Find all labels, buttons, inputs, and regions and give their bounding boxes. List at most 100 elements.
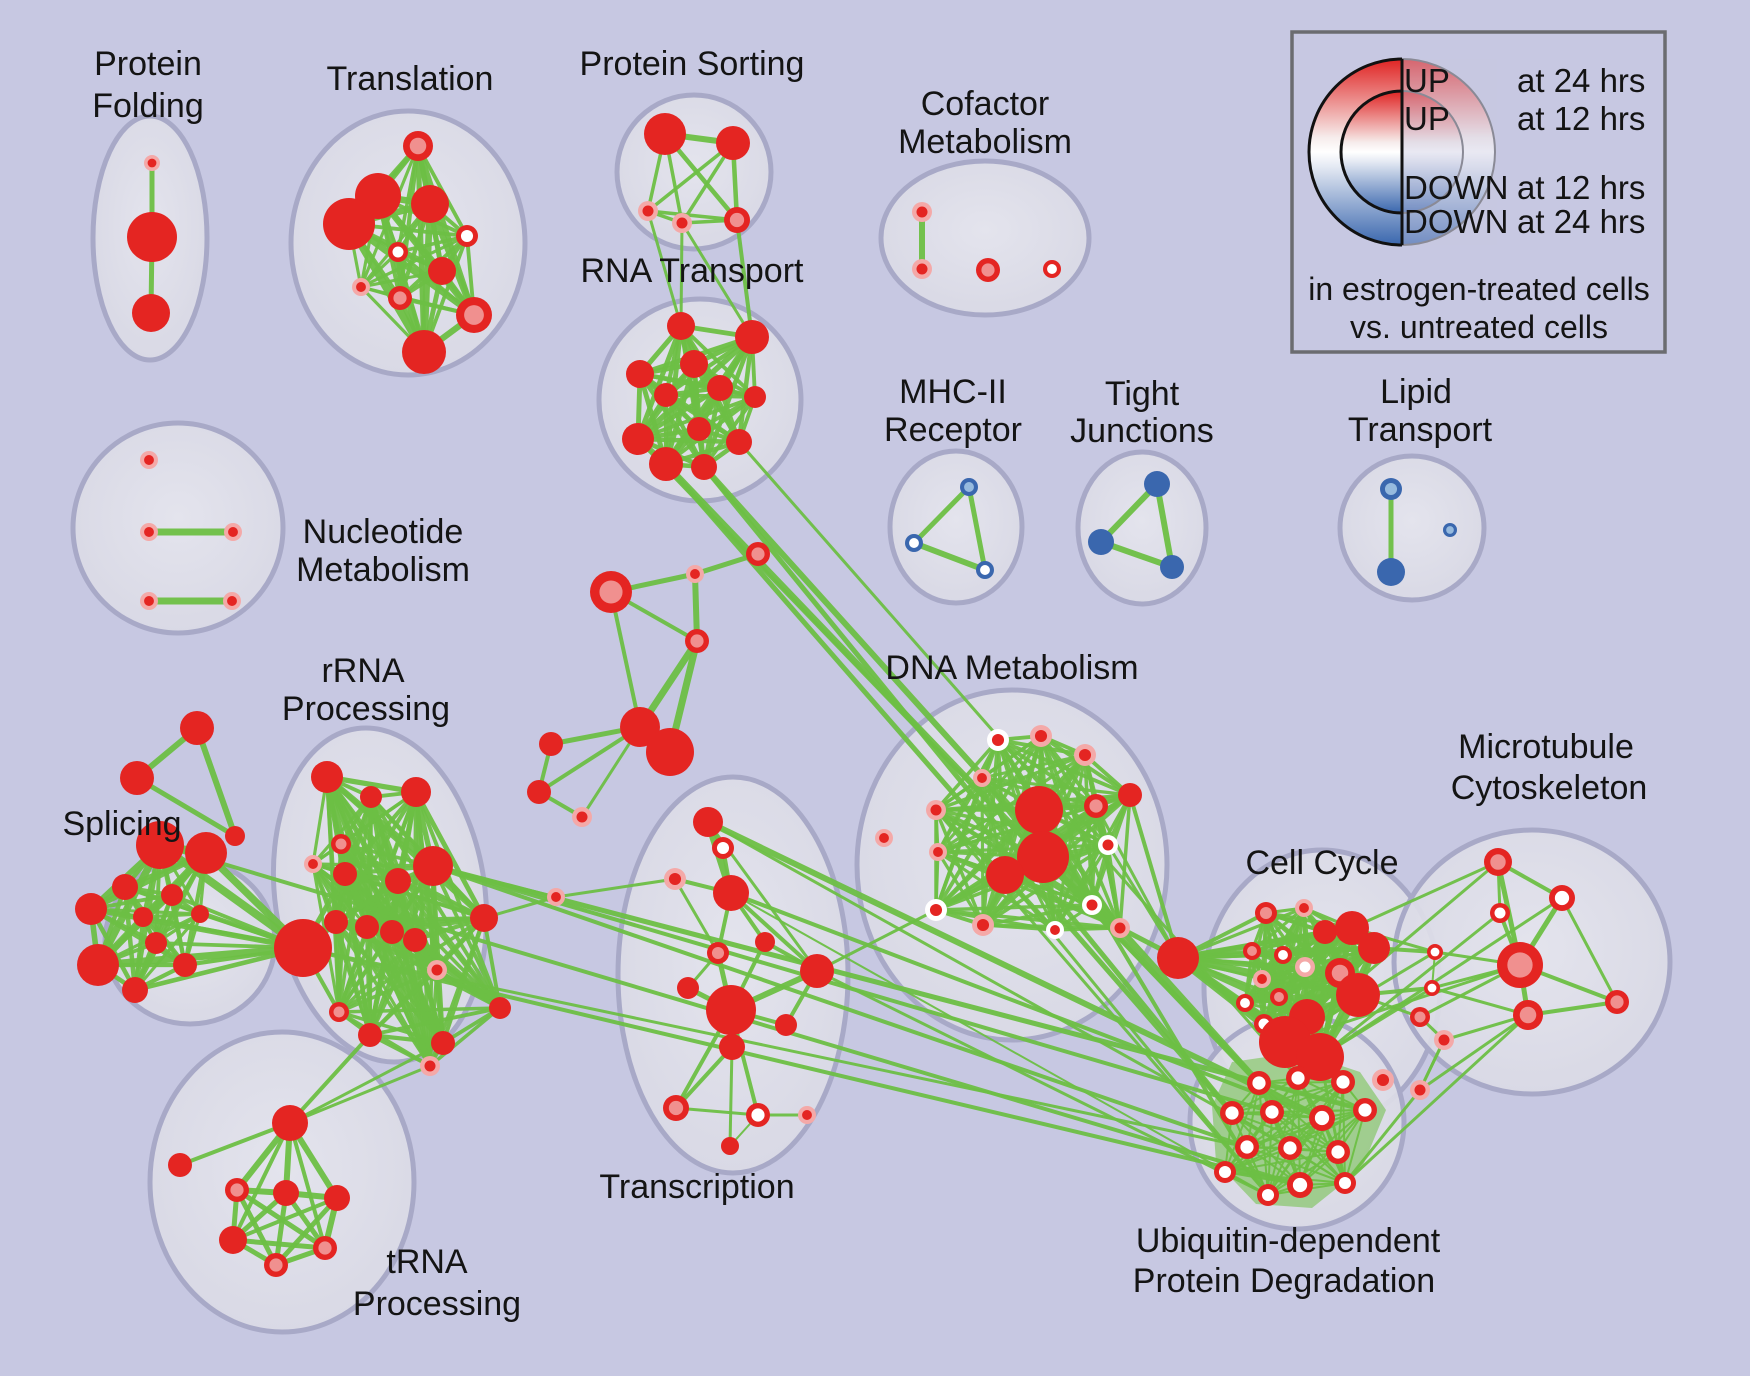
edge-cell-cycle [1243, 971, 1342, 1005]
edge-intercluster [1037, 808, 1270, 1197]
cluster-label-splicing: Splicing [62, 805, 181, 843]
node-rrna-processing [431, 1031, 455, 1055]
node-inner-core [392, 246, 404, 258]
node-connectors [180, 711, 214, 745]
cluster-label-protein-folding: Folding [92, 87, 204, 125]
cluster-label-mhc-ii-receptor: MHC-II [899, 373, 1007, 411]
edge-rrna-processing [414, 790, 502, 1010]
edge-cell-cycle [1250, 906, 1306, 953]
edge-mhc-ii-receptor [966, 484, 988, 573]
node-outer-ring [311, 761, 343, 793]
node-dna-metabolism [986, 856, 1024, 894]
node-inner-core [916, 206, 928, 218]
node-inner-core [1225, 1106, 1239, 1120]
node-dna-metabolism [1015, 786, 1063, 834]
node-microtubule-cytoskeleton [1434, 1030, 1454, 1050]
node-cell-cycle [1336, 973, 1380, 1017]
node-ubiquitin-degradation [1235, 1135, 1259, 1159]
node-outer-ring [1017, 831, 1069, 883]
edge-dna-metabolism [980, 753, 1087, 780]
node-microtubule-cytoskeleton [1490, 903, 1510, 923]
edge-intercluster [705, 819, 1325, 1121]
node-dna-metabolism [929, 843, 947, 861]
node-transcription [677, 977, 699, 999]
node-outer-ring [324, 910, 348, 934]
cluster-label-cell-cycle: Cell Cycle [1245, 844, 1398, 882]
node-microtubule-cytoskeleton [1427, 944, 1443, 960]
node-dna-metabolism [1082, 895, 1102, 915]
node-inner-core [335, 838, 347, 850]
node-protein-sorting [644, 113, 686, 155]
node-rrna-processing [355, 915, 379, 939]
node-rrna-processing [489, 997, 511, 1019]
node-dna-metabolism [1098, 835, 1118, 855]
node-outer-ring [470, 904, 498, 932]
node-transcription [706, 985, 756, 1035]
node-inner-core [1438, 1034, 1450, 1046]
node-transcription [693, 807, 723, 837]
node-microtubule-cytoskeleton [1424, 980, 1440, 996]
edge-rrna-processing [365, 925, 432, 1068]
network-nodes [75, 113, 1629, 1277]
node-inner-core [1252, 1076, 1266, 1090]
node-outer-ring [75, 893, 107, 925]
node-outer-ring [1335, 911, 1369, 945]
legend-right-fade [1402, 59, 1497, 245]
node-outer-ring [273, 1180, 299, 1206]
node-translation [411, 185, 449, 223]
node-inner-core [308, 859, 318, 869]
node-dna-metabolism [987, 729, 1009, 751]
node-protein-folding [132, 294, 170, 332]
node-inner-core [1261, 1188, 1275, 1202]
node-trna-processing [225, 1178, 249, 1202]
node-outer-ring [986, 856, 1024, 894]
node-outer-ring [402, 330, 446, 374]
legend-time-label: at 12 hrs [1517, 169, 1645, 206]
node-inner-core [690, 634, 704, 648]
node-ubiquitin-degradation [1331, 1070, 1355, 1094]
node-splicing [274, 919, 332, 977]
node-outer-ring [120, 761, 154, 795]
legend-direction-label: UP [1404, 100, 1450, 137]
node-outer-ring [719, 1034, 745, 1060]
edge-rrna-processing [412, 937, 446, 1046]
legend-circle-arc [1401, 90, 1464, 214]
edge-rrna-processing [337, 1010, 445, 1045]
node-translation [403, 131, 433, 161]
node-connectors [686, 565, 704, 583]
node-trna-processing [168, 1153, 192, 1177]
cluster-label-lipid-transport: Lipid [1380, 373, 1452, 411]
edge-translation [359, 234, 469, 289]
node-translation [402, 330, 446, 374]
node-inner-core [711, 946, 725, 960]
edge-rna-transport [736, 334, 755, 445]
legend-circle-arc [1307, 57, 1403, 247]
node-inner-core [751, 547, 765, 561]
node-cell-cycle [1313, 920, 1337, 944]
edge-rrna-processing [368, 1006, 502, 1037]
edge-intercluster [663, 461, 1235, 1116]
node-outer-ring [1313, 920, 1337, 944]
cluster-label-nucleotide-metabolism: Nucleotide [303, 513, 464, 551]
legend-caption: vs. untreated cells [1350, 309, 1608, 345]
node-outer-ring [112, 874, 138, 900]
node-inner-core [1384, 482, 1398, 496]
edge-intercluster [679, 221, 684, 328]
node-mhc-ii-receptor [976, 561, 994, 579]
node-splicing [133, 907, 153, 927]
node-cell-cycle [1335, 911, 1369, 945]
node-splicing [145, 932, 167, 954]
cluster-label-rna-transport: RNA Transport [581, 252, 805, 290]
node-outer-ring [707, 375, 733, 401]
node-inner-core [1494, 907, 1506, 919]
edge-tight-junctions [1098, 481, 1160, 545]
node-rna-transport [680, 350, 708, 378]
node-outer-ring [775, 1014, 797, 1036]
node-inner-core [1331, 1145, 1345, 1159]
cluster-label-trna-processing: Processing [353, 1285, 521, 1323]
node-protein-sorting [724, 207, 750, 233]
node-inner-core [642, 205, 654, 217]
edge-connectors [134, 775, 238, 839]
legend-time-label: at 24 hrs [1517, 203, 1645, 240]
node-transcription [713, 875, 749, 911]
